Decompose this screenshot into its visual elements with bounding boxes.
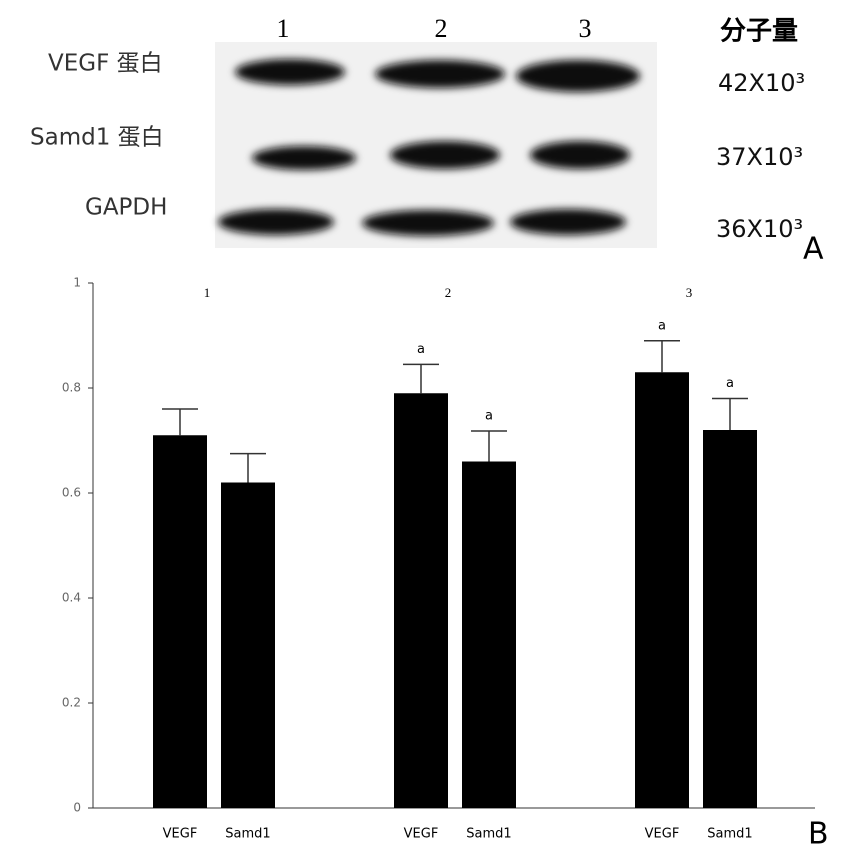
band: [390, 141, 500, 169]
bar: [635, 372, 689, 808]
band: [375, 60, 505, 88]
y-tick-label: 0.8: [62, 381, 81, 395]
x-tick-label: Samd1: [707, 827, 752, 842]
band: [218, 209, 334, 235]
bar-chart: 0 0.2 0.4 0.6 0.8 1 1 VEGF Samd1 2 a VEGF a Samd1 3 a VE…: [62, 276, 815, 842]
x-tick-label: VEGF: [404, 827, 439, 842]
y-tick-label: 0.4: [62, 591, 81, 605]
x-tick-label: VEGF: [163, 827, 198, 842]
mw-header: 分子量: [720, 17, 798, 47]
x-tick-label: VEGF: [645, 827, 680, 842]
band: [516, 60, 640, 92]
significance-label: a: [658, 318, 666, 333]
significance-label: a: [417, 342, 425, 357]
bar: [394, 393, 448, 808]
group-label: 2: [445, 285, 452, 300]
bar: [153, 435, 207, 808]
band: [510, 209, 626, 235]
row-label: Samd1 蛋白: [30, 125, 164, 151]
y-tick-label: 1: [73, 276, 81, 290]
x-tick-label: Samd1: [466, 827, 511, 842]
band: [235, 59, 345, 85]
mw-label: 36X10³: [716, 215, 803, 243]
lane-label: 1: [277, 14, 290, 43]
row-label: VEGF 蛋白: [48, 51, 163, 77]
band: [252, 146, 356, 170]
group-label: 3: [686, 285, 693, 300]
y-tick-label: 0.6: [62, 486, 81, 500]
bar: [462, 461, 516, 808]
group-label: 1: [204, 285, 211, 300]
row-label: GAPDH: [85, 195, 167, 221]
bar: [703, 430, 757, 808]
y-tick-label: 0.2: [62, 696, 81, 710]
panel-label: B: [808, 817, 829, 852]
significance-label: a: [485, 409, 493, 424]
panel-label: A: [803, 232, 824, 267]
mw-label: 42X10³: [718, 69, 805, 97]
y-tick-label: 0: [73, 801, 81, 815]
band: [362, 210, 494, 236]
significance-label: a: [726, 376, 734, 391]
lane-label: 3: [579, 14, 592, 43]
western-blot: 1 2 3 分子量 VEGF 蛋白 Samd1 蛋白 GAPDH 42X10³ …: [30, 14, 824, 267]
lane-label: 2: [435, 14, 448, 43]
x-tick-label: Samd1: [225, 827, 270, 842]
band: [530, 141, 630, 169]
mw-label: 37X10³: [716, 143, 803, 171]
bar: [221, 482, 275, 808]
